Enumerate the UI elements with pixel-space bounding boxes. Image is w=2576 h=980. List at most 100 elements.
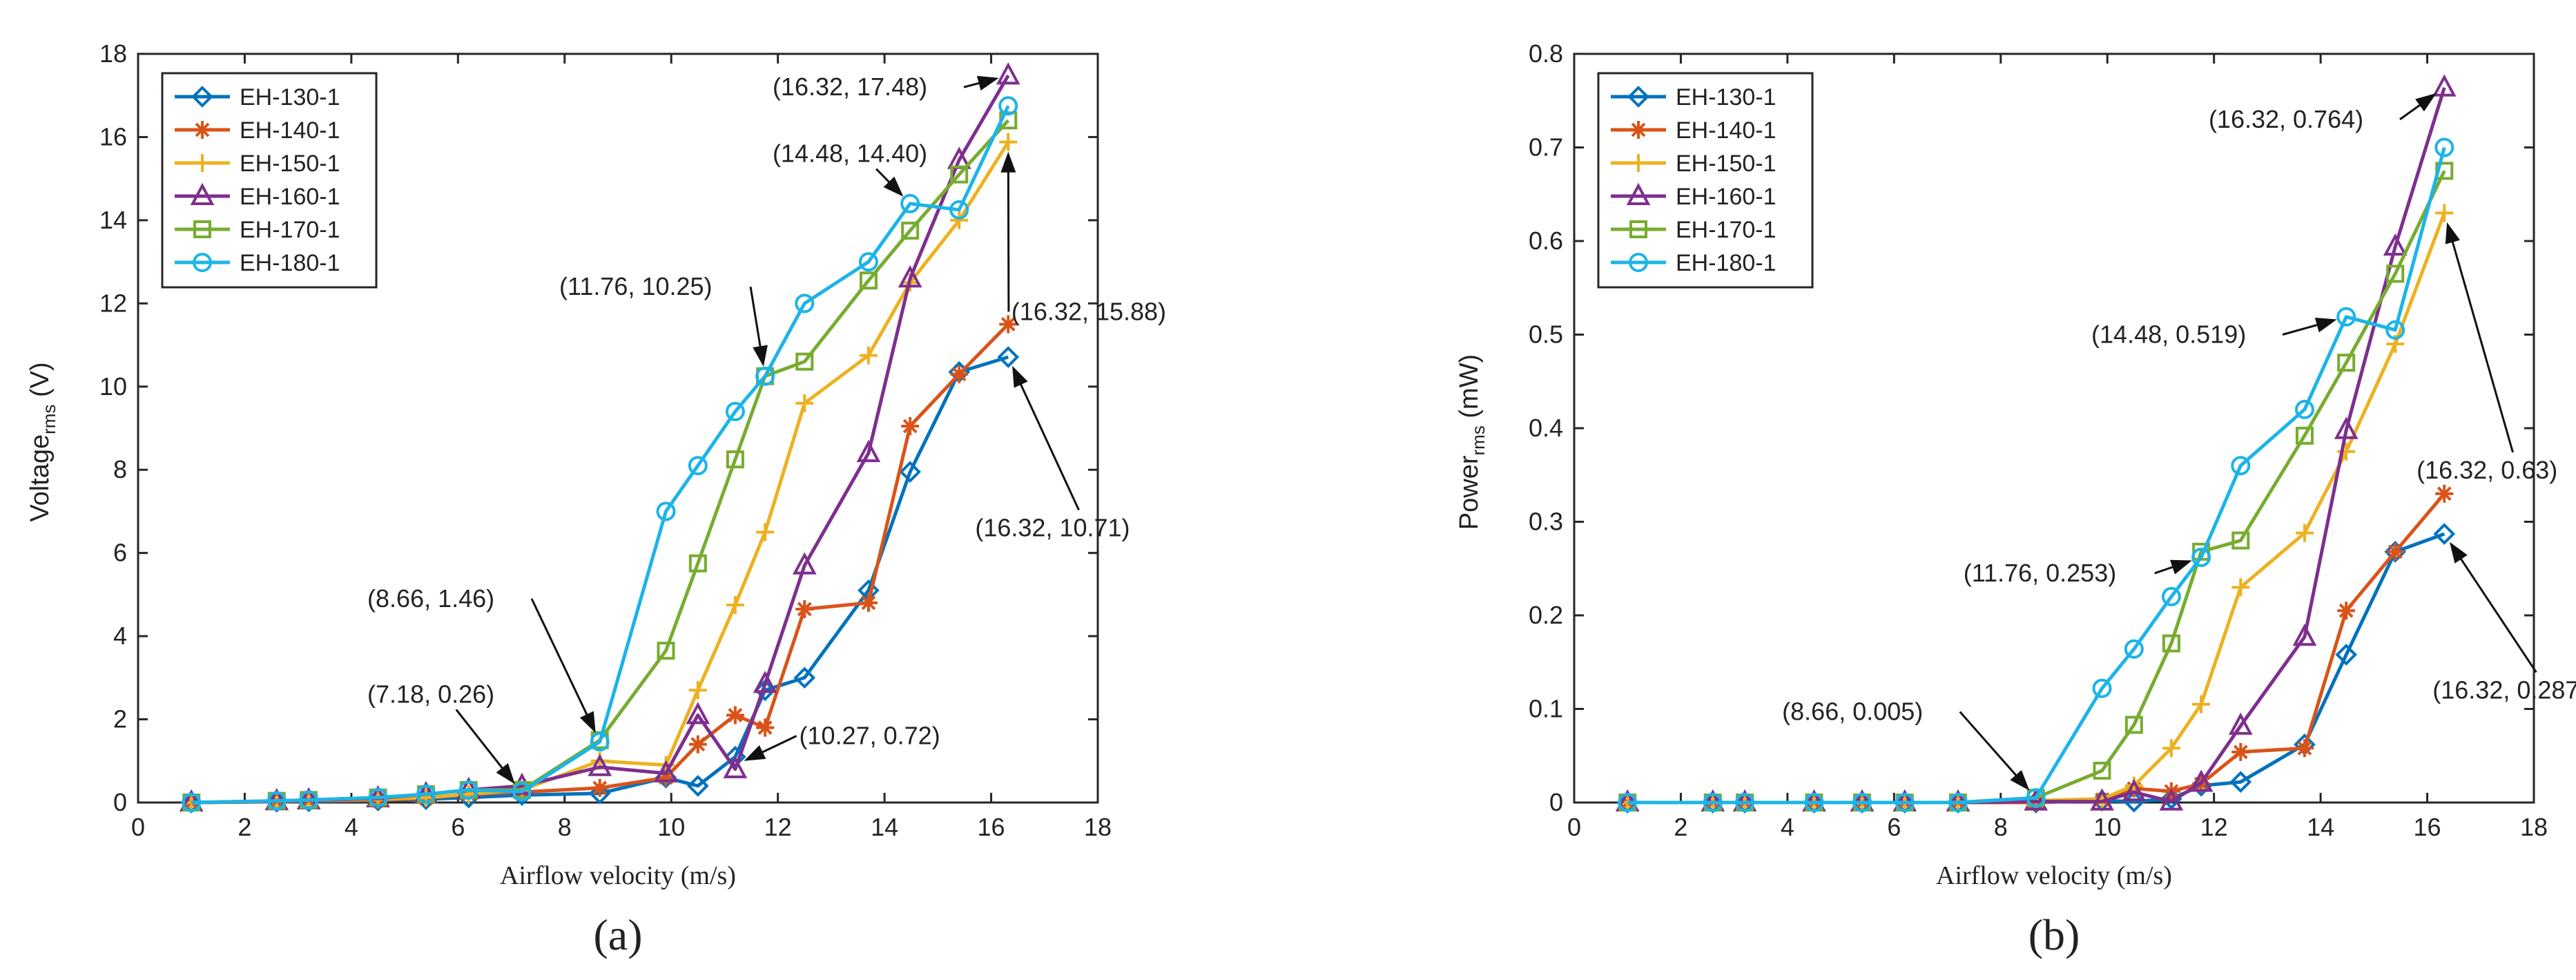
circle-marker <box>1703 793 1723 812</box>
y-tick-label: 0 <box>113 788 127 816</box>
circle-marker <box>512 782 532 802</box>
circle-marker <box>2124 639 2144 659</box>
chart-panel-a: Voltagerms (V) Airflow velocity (m/s) (a… <box>26 39 1166 959</box>
triangle-marker <box>190 182 215 205</box>
triangle-marker <box>753 671 777 693</box>
annotation-arrow-head <box>744 744 766 761</box>
x-axis-title-a: Airflow velocity (m/s) <box>500 861 736 890</box>
annotation: (8.66, 1.46) <box>367 584 596 733</box>
square-marker <box>193 220 211 238</box>
circle-marker <box>998 96 1018 116</box>
circle-marker <box>193 253 212 272</box>
y-axis-title-b: Powerrms (mW) <box>1455 354 1489 530</box>
asterisk-marker <box>657 768 675 787</box>
annotation-label: (8.66, 1.46) <box>367 584 494 613</box>
y-tick-label: 4 <box>113 622 127 650</box>
square-marker <box>2162 634 2180 653</box>
x-tick-label: 8 <box>1994 813 2008 841</box>
asterisk-marker <box>688 735 707 753</box>
annotation-arrow-head <box>753 345 768 367</box>
triangle-marker <box>2432 74 2457 97</box>
triangle-marker <box>856 439 881 463</box>
asterisk-marker <box>859 593 878 612</box>
annotation-arrow-line <box>2457 554 2537 673</box>
diamond-marker <box>2335 644 2358 666</box>
circle-marker <box>368 787 388 807</box>
triangle-marker <box>2024 788 2049 811</box>
legend: EH-130-1 EH-140-1 EH-150-1 EH-160-1 EH-170-1… <box>161 72 378 289</box>
triangle-marker <box>2292 623 2317 646</box>
annotation: (14.48, 0.519) <box>2091 318 2337 349</box>
circle-marker <box>2294 399 2314 419</box>
legend: EH-130-1 EH-140-1 EH-150-1 EH-160-1 EH-170-1… <box>1597 72 1814 289</box>
circle-marker <box>795 294 815 314</box>
x-tick-label: 2 <box>238 813 251 841</box>
x-tick-label: 16 <box>2414 813 2441 841</box>
x-tick-label: 4 <box>1781 813 1794 841</box>
annotation-label: (7.18, 0.26) <box>367 680 494 708</box>
asterisk-marker <box>756 718 775 737</box>
annotation-label: (16.32, 10.71) <box>975 514 1130 542</box>
asterisk-marker <box>901 416 920 435</box>
triangle-marker <box>2334 416 2359 439</box>
annotation-label: (16.32, 0.287) <box>2432 675 2576 704</box>
y-tick-label: 8 <box>113 455 127 483</box>
triangle-marker <box>2189 769 2214 792</box>
annotation-label: (16.32, 0.63) <box>2417 456 2557 484</box>
legend-label: EH-180-1 <box>240 250 340 276</box>
plus-marker <box>2162 739 2180 758</box>
asterisk-marker <box>2231 742 2250 761</box>
circle-marker <box>2191 547 2211 567</box>
circle-marker <box>299 790 319 810</box>
legend-item: EH-160-1 <box>175 182 340 210</box>
y-axis-title-sub: rms <box>1468 425 1489 455</box>
square-marker <box>2337 354 2356 372</box>
annotation-arrow-line <box>1007 166 1010 312</box>
y-tick-label: 0.1 <box>1529 695 1563 723</box>
x-axis-title-b: Airflow velocity (m/s) <box>1936 861 2172 890</box>
x-tick-label: 14 <box>871 813 898 841</box>
circle-marker <box>182 793 202 812</box>
annotation-arrow-line <box>757 735 797 756</box>
legend-label: EH-130-1 <box>1676 84 1776 111</box>
annotation-arrow-head <box>2314 318 2337 333</box>
square-marker <box>688 554 707 573</box>
x-tick-label: 0 <box>1567 813 1581 841</box>
triangle-marker <box>2159 788 2184 811</box>
square-marker <box>901 221 920 240</box>
annotation-label: (16.32, 17.48) <box>773 73 927 101</box>
y-tick-label: 0.2 <box>1529 601 1563 629</box>
asterisk-marker <box>1629 121 1647 139</box>
asterisk-marker <box>726 706 744 724</box>
asterisk-marker <box>193 121 211 139</box>
y-axis-title-unit: (V) <box>26 362 55 404</box>
legend-label: EH-180-1 <box>1676 250 1776 276</box>
asterisk-marker <box>999 315 1018 334</box>
annotation: (8.66, 0.005) <box>1782 698 2030 791</box>
legend-box <box>1597 72 1814 289</box>
annotation-arrow-head <box>496 762 515 785</box>
y-tick-label: 2 <box>113 705 127 733</box>
square-marker <box>950 165 969 184</box>
plus-marker <box>999 133 1018 151</box>
annotation-label: (11.76, 10.25) <box>559 272 712 300</box>
diamond-marker <box>687 775 709 797</box>
asterisk-marker <box>795 599 814 618</box>
circle-marker <box>590 732 610 752</box>
y-tick-label: 6 <box>113 539 127 567</box>
x-tick-label: 10 <box>657 813 685 841</box>
y-tick-label: 16 <box>99 122 127 151</box>
plus-marker <box>2435 204 2454 222</box>
circle-marker <box>900 193 920 213</box>
x-tick-label: 2 <box>1674 813 1687 841</box>
annotation-arrow-line <box>455 709 507 773</box>
circle-marker <box>688 456 708 476</box>
square-marker <box>2231 531 2250 550</box>
legend-item: EH-150-1 <box>175 151 340 177</box>
square-marker <box>657 642 675 660</box>
x-tick-label: 16 <box>978 813 1005 841</box>
series-line <box>1627 146 2446 805</box>
circle-marker <box>1618 793 1638 812</box>
annotation-arrow-head <box>2415 93 2437 112</box>
